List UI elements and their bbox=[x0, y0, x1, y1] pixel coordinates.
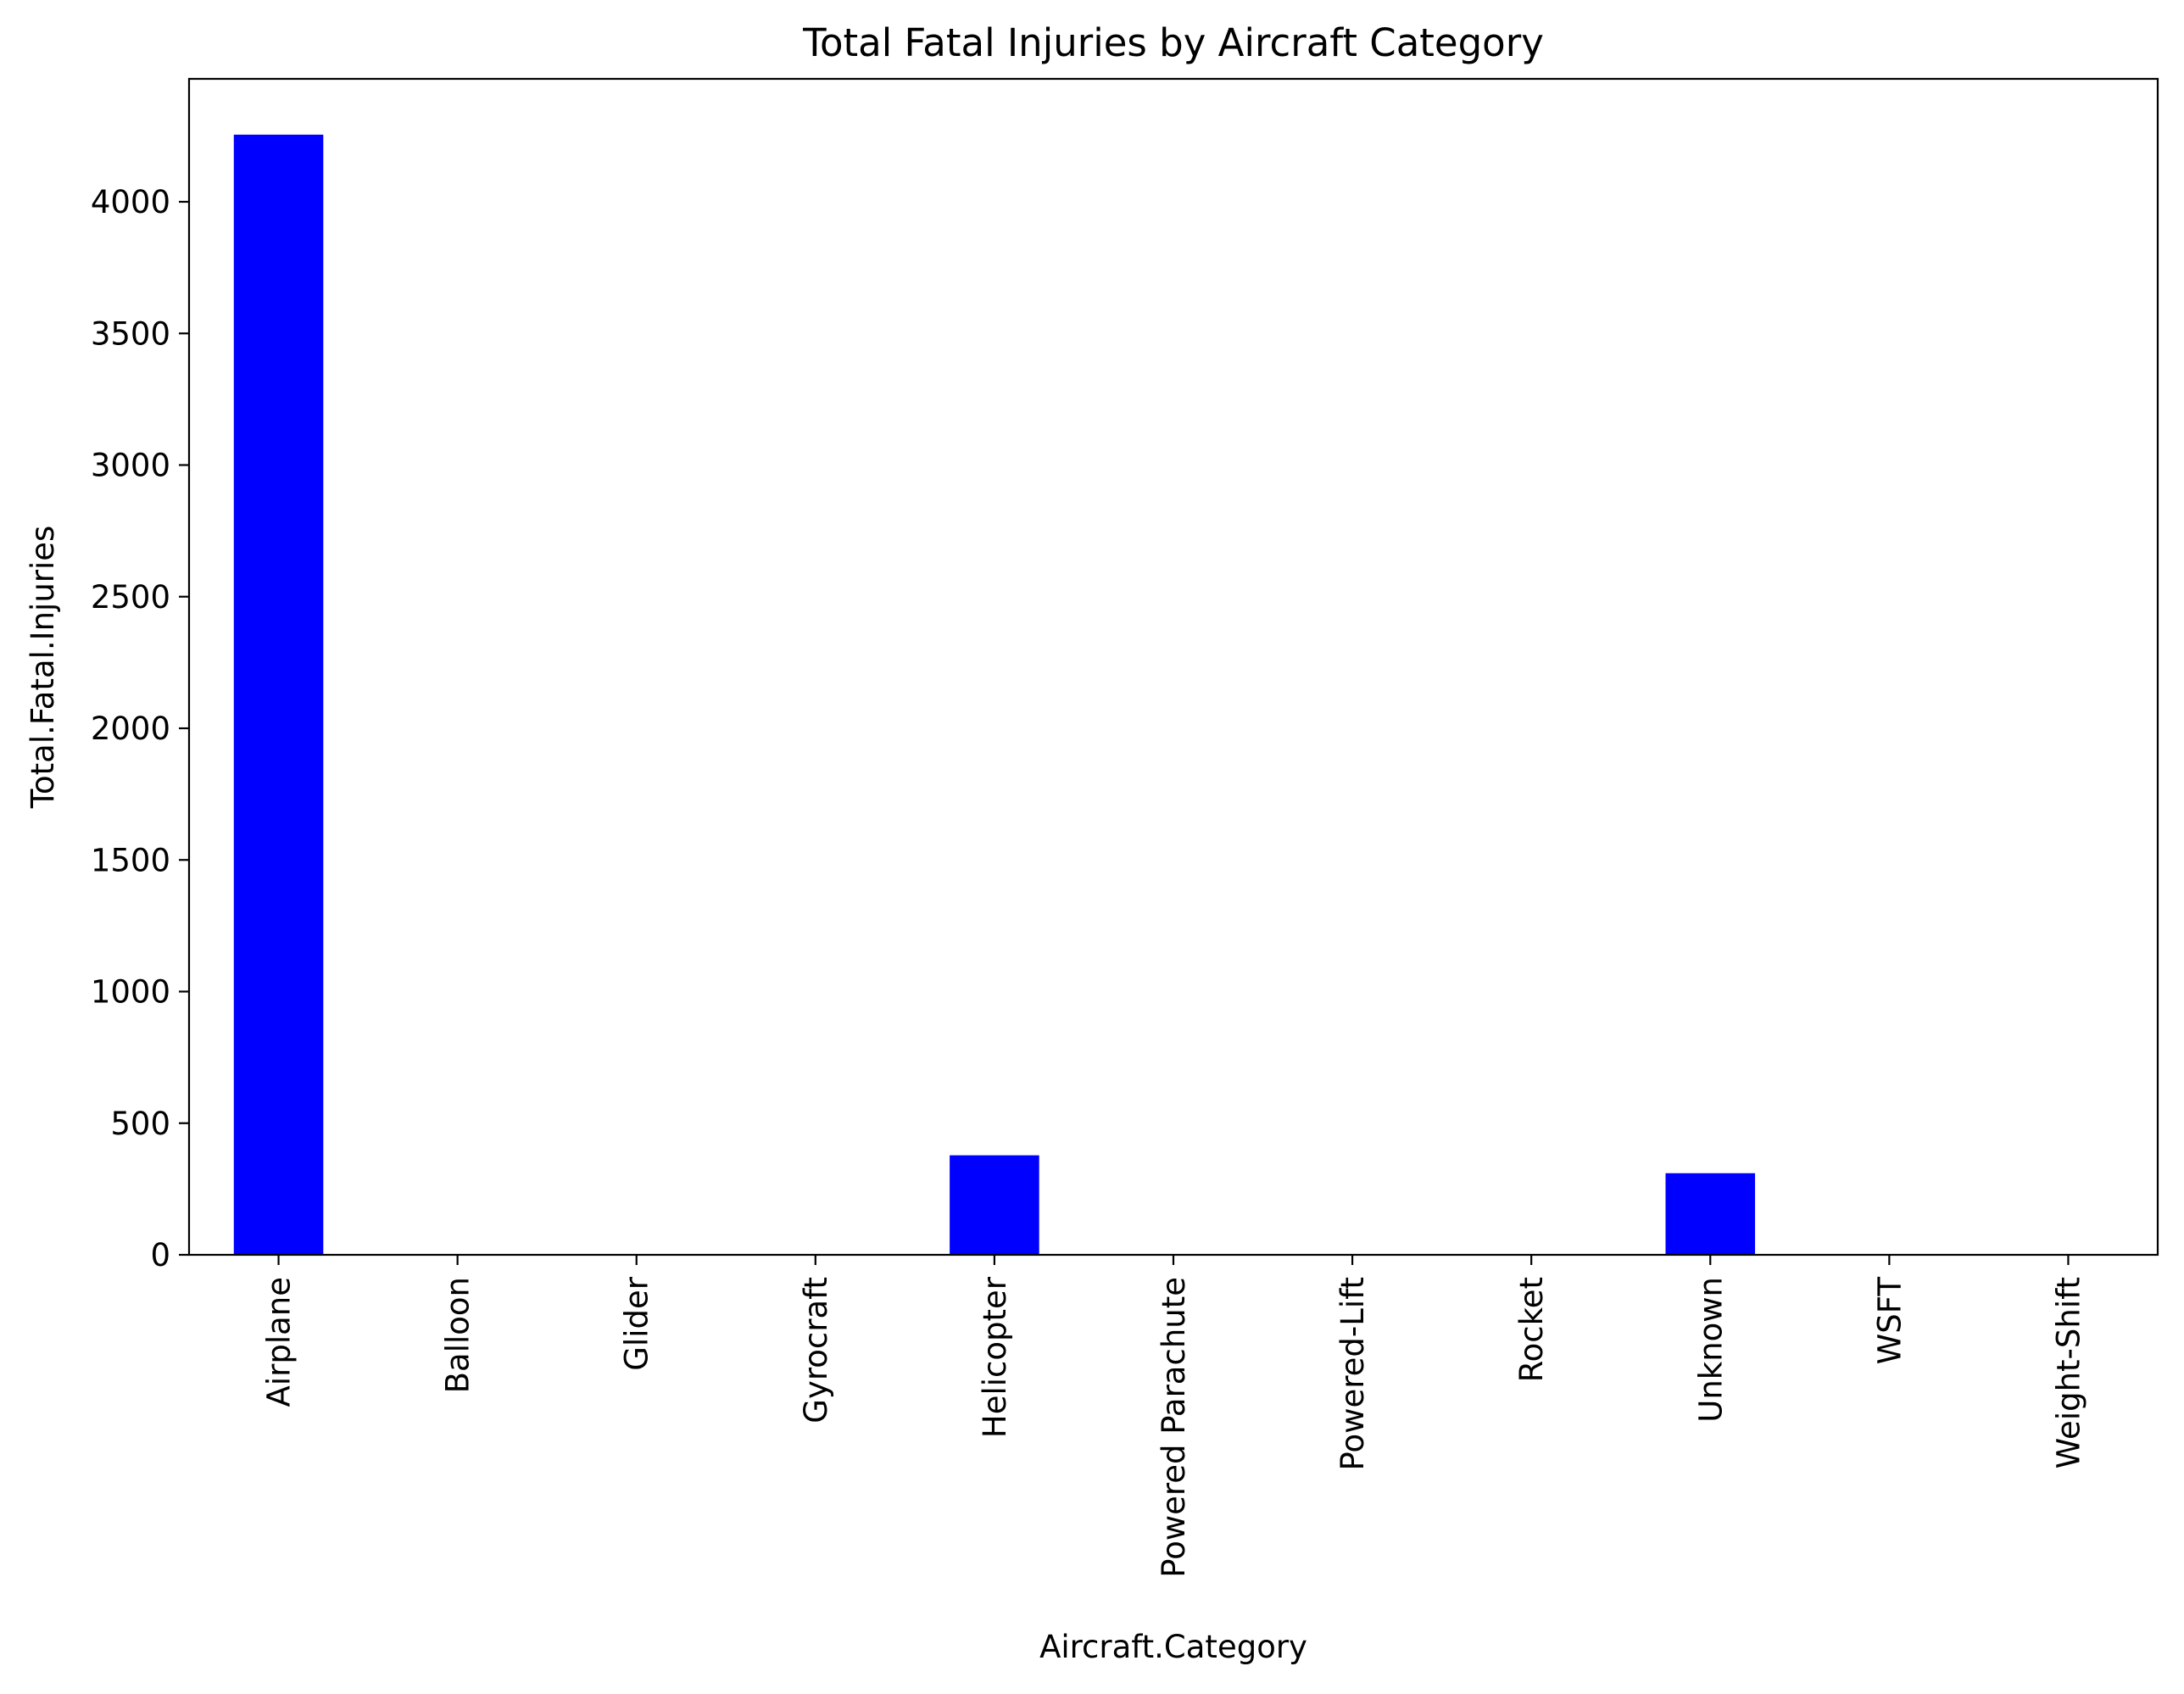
x-tick-label: Powered Parachute bbox=[1156, 1277, 1192, 1578]
y-tick-label: 4000 bbox=[91, 184, 170, 220]
x-tick-label: Powered-Lift bbox=[1334, 1277, 1371, 1470]
x-tick-label: WSFT bbox=[1871, 1277, 1908, 1365]
y-axis-ticks: 0 500 1000 1500 2000 2500 3000 3500 4000 bbox=[91, 184, 189, 1273]
x-tick-label: Balloon bbox=[440, 1277, 476, 1393]
bar-helicopter bbox=[950, 1155, 1039, 1255]
y-tick-label: 2500 bbox=[91, 579, 170, 616]
x-tick-label: Rocket bbox=[1513, 1277, 1550, 1382]
x-tick-label: Weight-Shift bbox=[2050, 1277, 2086, 1468]
x-tick-label: Unknown bbox=[1692, 1277, 1729, 1423]
y-tick-label: 0 bbox=[150, 1237, 170, 1273]
bars-layer bbox=[233, 134, 1756, 1256]
x-axis-label: Aircraft.Category bbox=[1039, 1629, 1307, 1665]
x-tick-label: Glider bbox=[619, 1276, 655, 1370]
y-tick-label: 2000 bbox=[91, 710, 170, 747]
x-axis-ticks: Airplane Balloon Glider Gyrocraft Helicopter… bbox=[261, 1255, 2086, 1578]
x-tick-label: Gyrocraft bbox=[798, 1277, 834, 1424]
bar-unknown bbox=[1665, 1173, 1756, 1255]
y-tick-label: 1500 bbox=[91, 842, 170, 878]
y-tick-label: 3000 bbox=[91, 448, 170, 484]
y-axis-label: Total.Fatal.Injuries bbox=[25, 526, 61, 810]
x-tick-label: Airplane bbox=[261, 1277, 298, 1407]
x-tick-label: Helicopter bbox=[977, 1276, 1013, 1438]
y-tick-label: 1000 bbox=[91, 974, 170, 1011]
chart-title: Total Fatal Injuries by Aircraft Categor… bbox=[802, 20, 1544, 65]
bar-airplane bbox=[233, 134, 324, 1256]
y-tick-label: 3500 bbox=[91, 315, 170, 352]
y-tick-label: 500 bbox=[110, 1106, 170, 1142]
